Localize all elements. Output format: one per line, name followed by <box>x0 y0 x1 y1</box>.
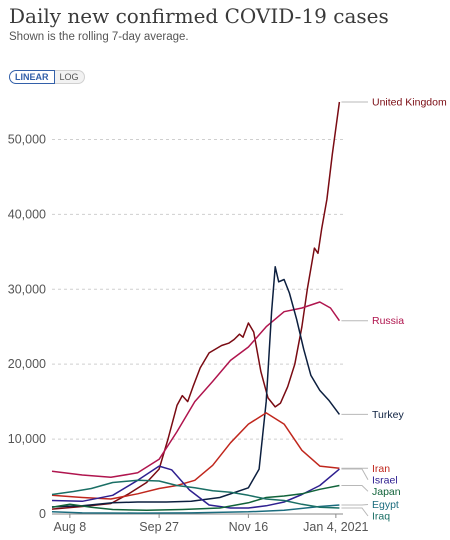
series-lines <box>51 101 341 514</box>
grid-lines <box>52 138 343 515</box>
series-line <box>51 412 340 500</box>
x-tick-label: Aug 8 <box>54 520 87 534</box>
series-label: Egypt <box>372 499 399 511</box>
series-labels: United Kingdom Russia Turkey IranIsraelJapa… <box>341 97 447 523</box>
series-line <box>51 479 340 509</box>
series-label: Iran <box>372 463 390 475</box>
y-tick-label: 30,000 <box>8 282 46 296</box>
y-axis: 0 10,000 20,000 30,000 40,000 50,000 <box>8 132 46 521</box>
series-label: Japan <box>372 486 401 498</box>
series-label: Russia <box>372 315 404 327</box>
series-line <box>51 301 341 479</box>
series-label: Israel <box>372 474 398 486</box>
y-tick-label: 10,000 <box>8 432 46 446</box>
series-line <box>51 266 341 508</box>
series-line <box>51 101 341 510</box>
x-tick-label: Jan 4, 2021 <box>303 520 368 534</box>
log-scale-button[interactable]: LOG <box>54 70 85 84</box>
y-tick-label: 20,000 <box>8 357 46 371</box>
y-tick-label: 50,000 <box>8 132 46 146</box>
series-label: United Kingdom <box>372 97 447 109</box>
series-label-leader <box>341 504 369 506</box>
chart-subtitle: Shown is the rolling 7-day average. <box>9 31 189 43</box>
x-tick-label: Sep 27 <box>139 520 179 534</box>
series-line <box>51 504 340 514</box>
series-label-leader <box>341 507 369 517</box>
y-tick-label: 0 <box>39 507 46 521</box>
series-line <box>51 465 340 509</box>
scale-toggle: LINEAR LOG <box>9 70 85 84</box>
x-tick-label: Nov 16 <box>229 520 269 534</box>
series-label-leader <box>341 485 369 492</box>
x-axis: Aug 8 Sep 27 Nov 16 Jan 4, 2021 <box>54 514 369 534</box>
series-label: Iraq <box>372 511 390 523</box>
series-label-leader <box>341 468 369 481</box>
chart-title: Daily new confirmed COVID-19 cases <box>9 4 389 28</box>
series-label: Turkey <box>372 409 404 421</box>
y-tick-label: 40,000 <box>8 207 46 221</box>
series-line <box>51 484 340 512</box>
linear-scale-button[interactable]: LINEAR <box>9 70 55 84</box>
